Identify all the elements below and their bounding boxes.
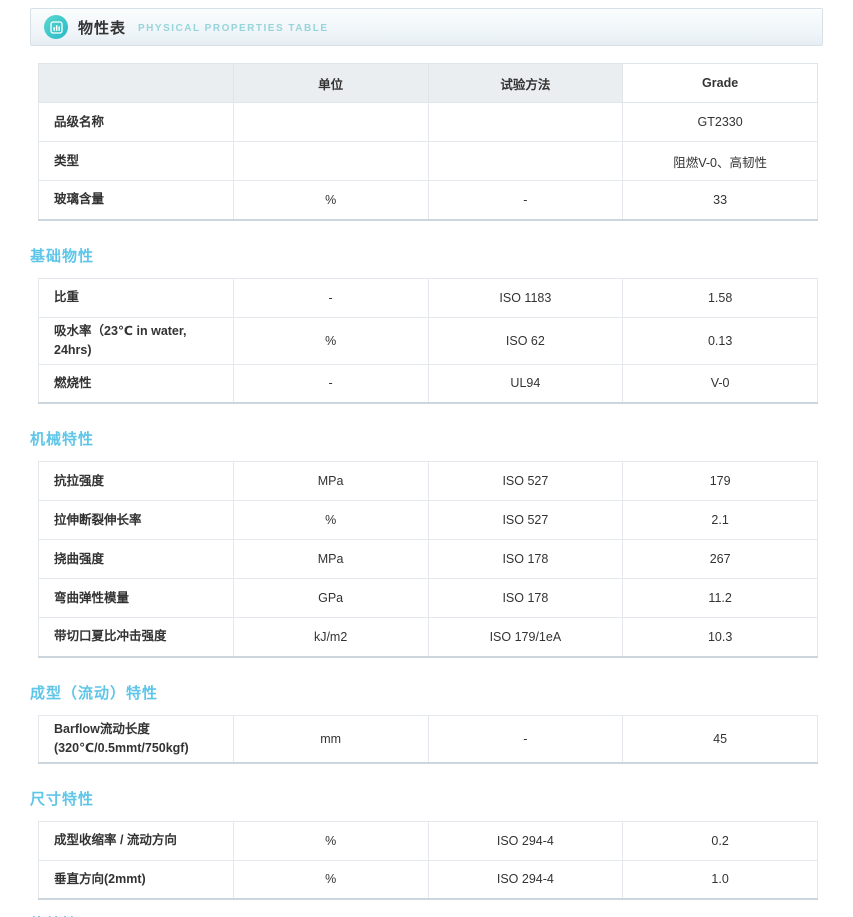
row-label: Barflow流动长度 (320℃/0.5mmt/750kgf) [38, 714, 234, 763]
section-title: 尺寸特性 [30, 790, 95, 808]
row-label: 弯曲弹性模量 [38, 578, 234, 618]
page-title: 物性表 [78, 19, 127, 37]
table-row: 挠曲强度 MPa ISO 178 267 [38, 539, 818, 579]
row-method: ISO 294-4 [427, 820, 624, 861]
row-method [427, 141, 624, 181]
column-header-property [38, 63, 234, 103]
row-method: ISO 178 [427, 578, 624, 618]
row-value: GT2330 [622, 102, 818, 142]
row-label: 挠曲强度 [38, 539, 234, 579]
row-unit: % [232, 316, 429, 365]
section-thermal-properties: 热特性 [30, 913, 823, 917]
row-value: 1.0 [622, 859, 818, 900]
row-method: ISO 178 [427, 539, 624, 579]
section-title: 热特性 [30, 913, 823, 917]
row-label: 成型收缩率 / 流动方向 [38, 820, 234, 861]
table-row: 燃烧性 - UL94 V-0 [38, 363, 818, 404]
row-method [427, 102, 624, 142]
row-label: 拉伸断裂伸长率 [38, 500, 234, 540]
row-method: UL94 [427, 363, 624, 404]
row-unit: mm [232, 714, 429, 763]
row-unit: % [232, 820, 429, 861]
row-unit: GPa [232, 578, 429, 618]
row-unit [232, 102, 429, 142]
column-header-grade: Grade [622, 63, 818, 103]
row-unit: % [232, 500, 429, 540]
column-header-row: 单位 试验方法 Grade [38, 63, 818, 103]
molding-flow-table: Barflow流动长度 (320℃/0.5mmt/750kgf) mm - 45 [38, 714, 818, 764]
row-unit: % [232, 859, 429, 900]
dimensional-properties-table: 成型收缩率 / 流动方向 % ISO 294-4 0.2 垂直方向(2mmt) … [38, 820, 818, 900]
row-value: 0.2 [622, 820, 818, 861]
row-value: 0.13 [622, 316, 818, 365]
bar-chart-icon [44, 15, 68, 39]
row-label: 燃烧性 [38, 363, 234, 404]
row-value: 33 [622, 180, 818, 220]
row-unit: MPa [232, 539, 429, 579]
table-row: 拉伸断裂伸长率 % ISO 527 2.1 [38, 500, 818, 540]
row-label: 类型 [38, 141, 234, 181]
column-header-unit: 单位 [232, 63, 429, 103]
table-row: 成型收缩率 / 流动方向 % ISO 294-4 0.2 [38, 820, 818, 861]
table-row: 弯曲弹性模量 GPa ISO 178 11.2 [38, 578, 818, 618]
section-title: 成型（流动）特性 [30, 684, 159, 702]
section-basic-properties: 基础物性 比重 - ISO 1183 1.58 吸水率（23℃ in water… [30, 245, 823, 404]
table-row: 玻璃含量 % - 33 [38, 180, 818, 220]
row-value: 267 [622, 539, 818, 579]
row-value: 11.2 [622, 578, 818, 618]
section-title: 机械特性 [30, 431, 95, 448]
row-label: 玻璃含量 [38, 180, 234, 220]
basic-properties-table: 比重 - ISO 1183 1.58 吸水率（23℃ in water, 24h… [38, 277, 818, 404]
table-row: 带切口夏比冲击强度 kJ/m2 ISO 179/1eA 10.3 [38, 617, 818, 657]
row-label: 比重 [38, 277, 234, 318]
row-method: - [427, 714, 624, 763]
column-header-method: 试验方法 [427, 63, 624, 103]
table-row: Barflow流动长度 (320℃/0.5mmt/750kgf) mm - 45 [38, 714, 818, 763]
page-header: 物性表 PHYSICAL PROPERTIES TABLE [30, 8, 823, 46]
table-row: 垂直方向(2mmt) % ISO 294-4 1.0 [38, 859, 818, 900]
row-unit: kJ/m2 [232, 617, 429, 657]
row-label: 品级名称 [38, 102, 234, 142]
table-row: 吸水率（23℃ in water, 24hrs) % ISO 62 0.13 [38, 316, 818, 365]
row-label: 垂直方向(2mmt) [38, 859, 234, 900]
row-method: ISO 1183 [427, 277, 624, 318]
row-unit: % [232, 180, 429, 220]
row-unit [232, 141, 429, 181]
section-dimensional-properties: 尺寸特性 成型收缩率 / 流动方向 % ISO 294-4 0.2 垂直方向(2… [30, 788, 823, 900]
row-value: V-0 [622, 363, 818, 404]
section-molding-flow-properties: 成型（流动）特性 Barflow流动长度 (320℃/0.5mmt/750kgf… [30, 682, 823, 764]
mechanical-properties-table: 抗拉强度 MPa ISO 527 179 拉伸断裂伸长率 % ISO 527 2… [38, 461, 818, 658]
row-method: ISO 179/1eA [427, 617, 624, 657]
row-method: ISO 527 [427, 461, 624, 501]
table-row: 抗拉强度 MPa ISO 527 179 [38, 461, 818, 501]
row-label: 抗拉强度 [38, 461, 234, 501]
row-method: ISO 62 [427, 316, 624, 365]
table-row: 品级名称 GT2330 [38, 102, 818, 142]
row-unit: MPa [232, 461, 429, 501]
grade-info-table: 单位 试验方法 Grade 品级名称 GT2330 类型 阻燃V-0、高韧性 玻… [38, 63, 818, 221]
row-value: 179 [622, 461, 818, 501]
row-value: 1.58 [622, 277, 818, 318]
page-subtitle: PHYSICAL PROPERTIES TABLE [138, 22, 329, 34]
row-method: ISO 527 [427, 500, 624, 540]
section-mechanical-properties: 机械特性 抗拉强度 MPa ISO 527 179 拉伸断裂伸长率 % ISO … [30, 428, 823, 658]
row-value: 2.1 [622, 500, 818, 540]
row-value: 阻燃V-0、高韧性 [622, 141, 818, 181]
row-method: ISO 294-4 [427, 859, 624, 900]
row-label: 吸水率（23℃ in water, 24hrs) [38, 316, 234, 365]
table-row: 比重 - ISO 1183 1.58 [38, 277, 818, 318]
row-value: 10.3 [622, 617, 818, 657]
row-method: - [427, 180, 624, 220]
row-value: 45 [622, 714, 818, 763]
row-unit: - [232, 277, 429, 318]
section-title: 基础物性 [30, 247, 95, 265]
row-unit: - [232, 363, 429, 404]
row-label: 带切口夏比冲击强度 [38, 617, 234, 657]
table-row: 类型 阻燃V-0、高韧性 [38, 141, 818, 181]
